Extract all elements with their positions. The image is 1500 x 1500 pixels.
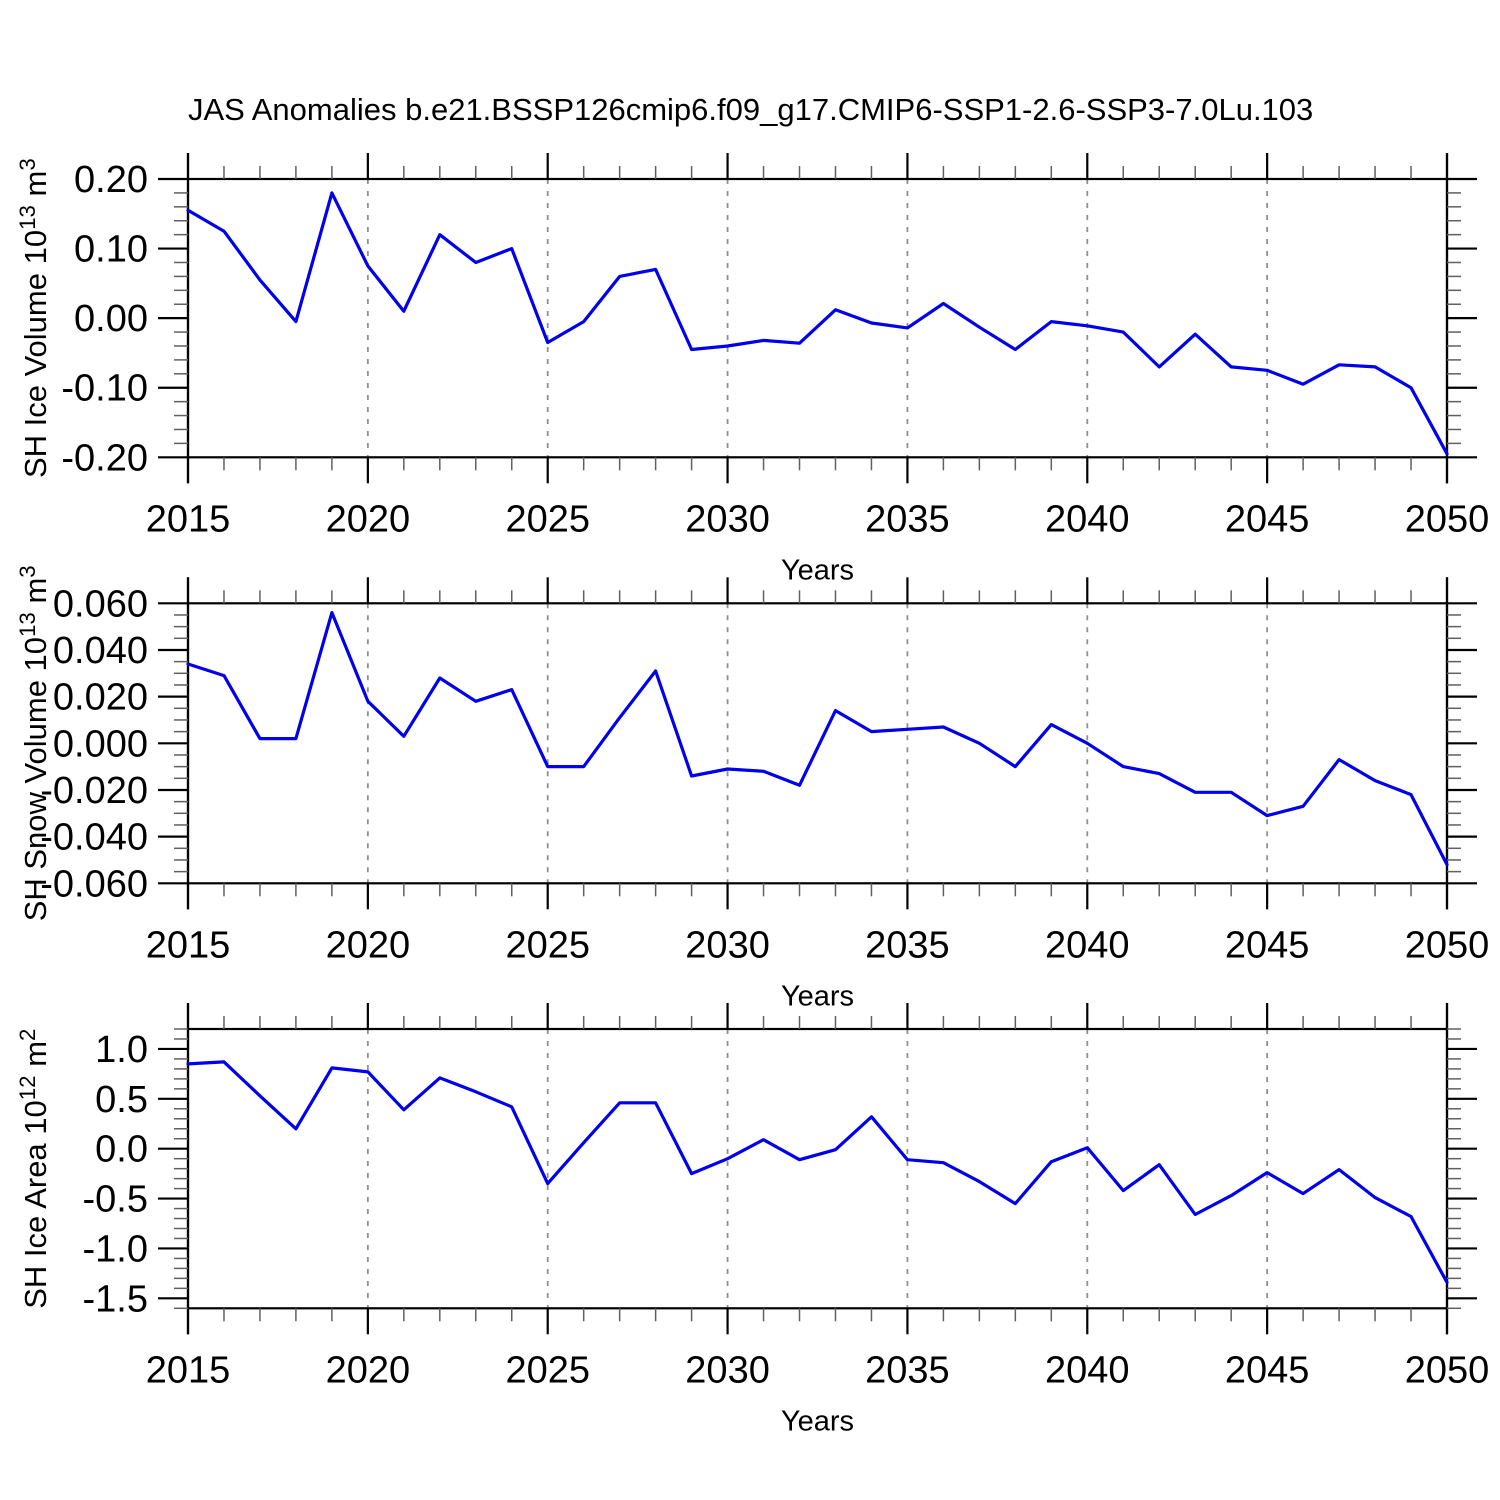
y-tick-label: 0.060: [53, 583, 148, 625]
plot-frame: [186, 1027, 1449, 1310]
y-tick-label: 0.5: [95, 1079, 148, 1121]
x-tick-label: 2045: [1225, 924, 1310, 966]
x-tick-label: 2025: [505, 1349, 590, 1391]
x-tick-label: 2045: [1225, 1349, 1310, 1391]
x-tick-label: 2015: [146, 1349, 231, 1391]
y-axis-title: SH Ice Area 1012 m2: [15, 1029, 53, 1309]
x-tick-label: 2025: [505, 498, 590, 540]
x-tick-label: 2040: [1045, 1349, 1130, 1391]
series-line: [186, 610, 1449, 867]
x-tick-label: 2040: [1045, 924, 1130, 966]
x-axis-title: Years: [781, 554, 854, 586]
y-tick-label: 1.0: [95, 1029, 148, 1071]
y-tick-label: -0.20: [61, 437, 148, 479]
x-tick-label: 2045: [1225, 498, 1310, 540]
y-axis-title: SH Ice Volume 1013 m3: [15, 158, 53, 478]
x-tick-label: 2015: [146, 924, 231, 966]
x-tick-label: 2040: [1045, 498, 1130, 540]
y-tick-label: 0.20: [74, 159, 148, 201]
x-tick-label: 2020: [326, 924, 411, 966]
y-tick-label: 0.000: [53, 723, 148, 765]
x-tick-label: 2035: [865, 1349, 950, 1391]
x-tick-label: 2015: [146, 498, 231, 540]
x-tick-label: 2050: [1405, 1349, 1490, 1391]
y-tick-label: -0.10: [61, 368, 148, 410]
y-tick-label: 0.040: [53, 630, 148, 672]
x-tick-label: 2050: [1405, 498, 1490, 540]
plot-frame: [186, 177, 1449, 459]
y-tick-label: -0.040: [40, 817, 148, 859]
chart-title: JAS Anomalies b.e21.BSSP126cmip6.f09_g17…: [188, 92, 1314, 127]
y-tick-label: -0.5: [83, 1179, 148, 1221]
x-axis-title: Years: [781, 1405, 854, 1437]
x-tick-label: 2030: [685, 924, 770, 966]
y-axis-title: SH Snow Volume 1013 m3: [15, 565, 53, 921]
panel-1-sh-ice-volume: 0.20 0.10 0.00 -0.10 -0.20 2015 2020 2025 2030 20…: [15, 153, 1489, 586]
x-tick-label: 2030: [685, 1349, 770, 1391]
y-tick-label: -0.020: [40, 770, 148, 812]
x-tick-label: 2035: [865, 498, 950, 540]
x-tick-label: 2035: [865, 924, 950, 966]
series-line: [186, 1060, 1449, 1285]
y-tick-label: 0.020: [53, 677, 148, 719]
y-tick-label: -0.060: [40, 863, 148, 905]
panel-3-sh-ice-area: 1.0 0.5 0.0 -0.5 -1.0 -1.5 2015 2020 2025 2030 203…: [15, 1003, 1489, 1437]
y-tick-label: 0.0: [95, 1129, 148, 1171]
series-line: [186, 191, 1449, 456]
y-tick-label: -1.0: [83, 1228, 148, 1270]
x-axis-title: Years: [781, 980, 854, 1012]
x-tick-label: 2025: [505, 924, 590, 966]
y-tick-label: 0.00: [74, 298, 148, 340]
x-tick-label: 2050: [1405, 924, 1490, 966]
x-tick-label: 2020: [326, 498, 411, 540]
plot-frame: [186, 602, 1449, 885]
x-tick-label: 2020: [326, 1349, 411, 1391]
y-tick-label: 0.10: [74, 229, 148, 271]
y-tick-label: -1.5: [83, 1278, 148, 1320]
x-tick-label: 2030: [685, 498, 770, 540]
